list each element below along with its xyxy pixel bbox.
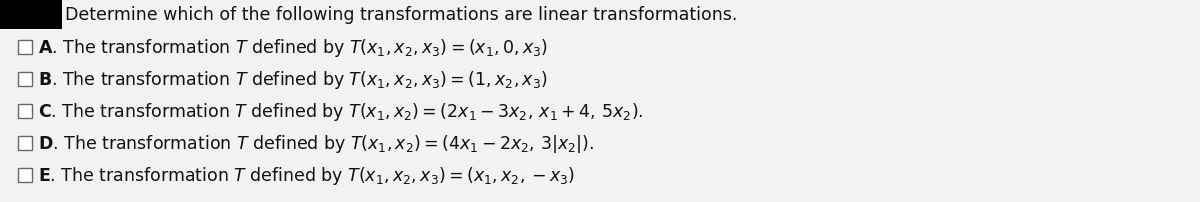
Text: $\mathbf{A}$. The transformation $\mathit{T}$ defined by $T(x_1, x_2, x_3) = (x_: $\mathbf{A}$. The transformation $\mathi…	[38, 37, 548, 59]
Bar	[18, 136, 32, 150]
Text: Determine which of the following transformations are linear transformations.: Determine which of the following transfo…	[65, 6, 737, 24]
Text: $\mathbf{E}$. The transformation $\mathit{T}$ defined by $T(x_1, x_2, x_3) = (x_: $\mathbf{E}$. The transformation $\mathi…	[38, 164, 575, 186]
Bar	[18, 41, 32, 55]
Text: $\mathbf{D}$. The transformation $\mathit{T}$ defined by $T(x_1, x_2) = (4x_1 - : $\mathbf{D}$. The transformation $\mathi…	[38, 132, 594, 154]
Text: $\mathbf{B}$. The transformation $\mathit{T}$ defined by $T(x_1, x_2, x_3) = (1,: $\mathbf{B}$. The transformation $\mathi…	[38, 69, 547, 90]
Bar	[18, 73, 32, 87]
Bar	[18, 168, 32, 182]
Bar	[18, 104, 32, 118]
Text: $\mathbf{C}$. The transformation $\mathit{T}$ defined by $T(x_1, x_2) = (2x_1 - : $\mathbf{C}$. The transformation $\mathi…	[38, 101, 643, 122]
Bar	[0, 0, 62, 30]
